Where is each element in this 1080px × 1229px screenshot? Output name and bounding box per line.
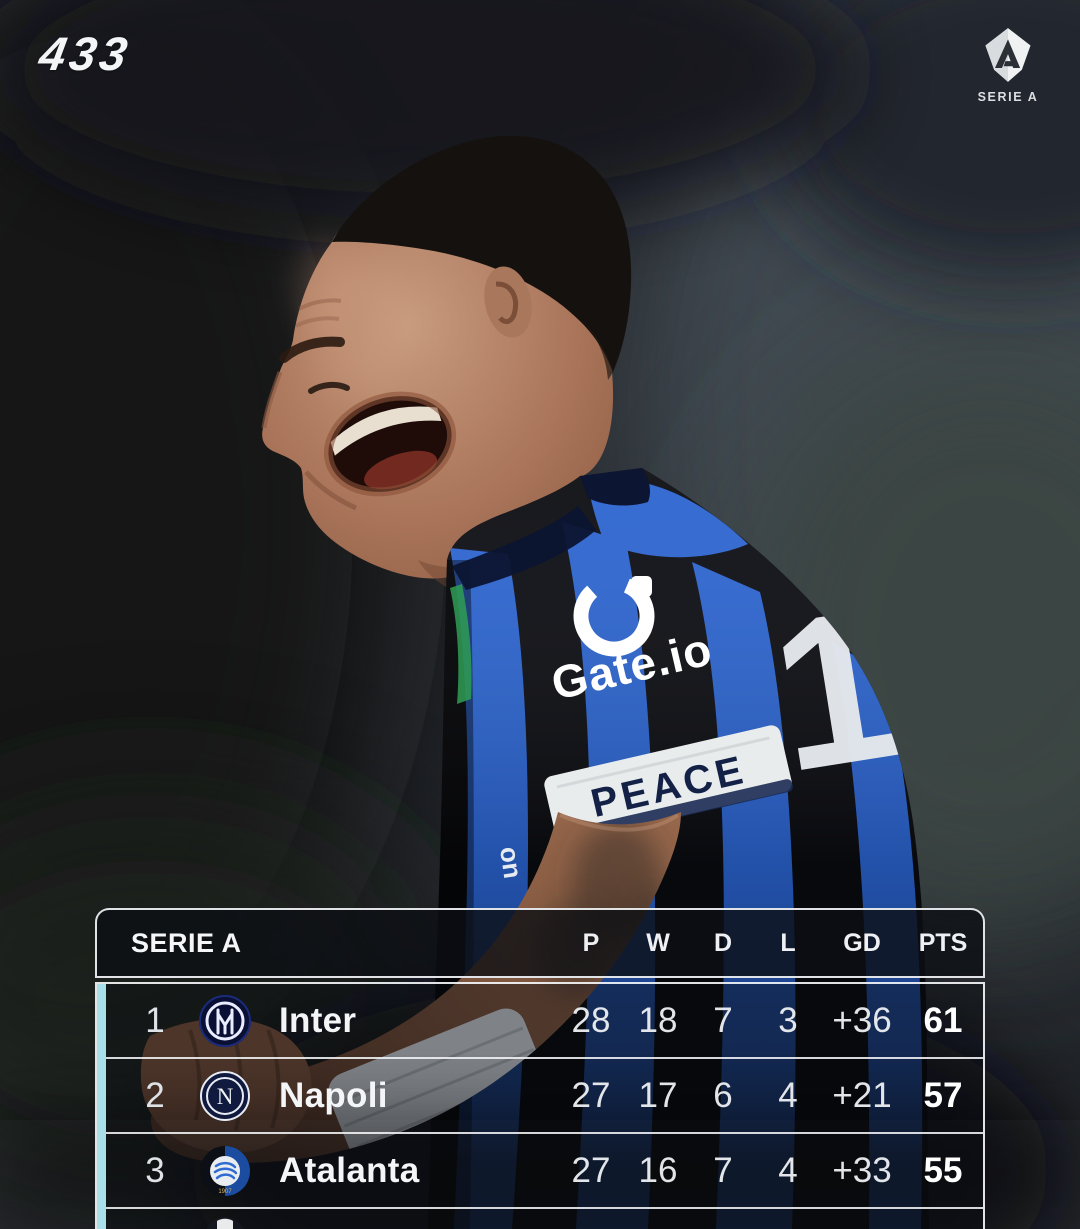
- collar: [452, 506, 596, 590]
- serie-a-logo-icon: [985, 28, 1031, 82]
- inter-badge-icon: [187, 994, 263, 1048]
- goal-difference: +36: [832, 1000, 892, 1040]
- lost: 4: [778, 1150, 798, 1190]
- team-name: Inter: [279, 1000, 357, 1040]
- table-row-partial: [97, 1207, 983, 1229]
- 433-logo: 433: [35, 27, 136, 80]
- won: 16: [638, 1150, 678, 1190]
- goal-difference: +21: [832, 1075, 892, 1115]
- goal-difference: +33: [832, 1150, 892, 1190]
- played: 27: [571, 1075, 611, 1115]
- napoli-badge-icon: N: [187, 1069, 263, 1123]
- serie-a-logo: SERIE A: [962, 26, 1054, 104]
- svg-text:1907: 1907: [218, 1189, 232, 1195]
- drawn: 6: [713, 1075, 733, 1115]
- mouth: [323, 391, 457, 497]
- drawn: 7: [713, 1150, 733, 1190]
- shirt-front-text: on: [494, 845, 528, 881]
- won: 18: [638, 1000, 678, 1040]
- svg-text:N: N: [217, 1084, 234, 1109]
- lost: 4: [778, 1075, 798, 1115]
- rank: 2: [145, 1075, 165, 1115]
- points: 55: [923, 1150, 963, 1190]
- front-trim: [450, 584, 472, 704]
- played: 27: [571, 1150, 611, 1190]
- drawn: 7: [713, 1000, 733, 1040]
- ear: [484, 266, 532, 338]
- column-header-points: PTS: [918, 928, 968, 957]
- table-row-inter: 1 Inter 28 18 7 3 +36 61: [97, 984, 983, 1057]
- club-badge-icon: [187, 1209, 263, 1229]
- table-row-napoli: 2 N Napoli 27 17 6 4 +21 57: [97, 1057, 983, 1132]
- column-header-lost: L: [780, 928, 796, 957]
- atalanta-badge-icon: 1907: [187, 1144, 263, 1198]
- rank: 3: [145, 1150, 165, 1190]
- serie-a-logo-label: SERIE A: [977, 90, 1039, 104]
- table-header: SERIE A P W D L GD PTS: [95, 908, 985, 978]
- team-name: Napoli: [279, 1075, 388, 1115]
- table-body: 1 Inter 28 18 7 3 +36 61: [95, 982, 985, 1229]
- hair: [332, 135, 632, 372]
- league-table: SERIE A P W D L GD PTS 1 Inter: [95, 908, 985, 1229]
- points: 61: [923, 1000, 963, 1040]
- points: 57: [923, 1075, 963, 1115]
- lost: 3: [778, 1000, 798, 1040]
- table-row-atalanta: 3 1907 Atalanta 27 16 7 4 +33 55: [97, 1132, 983, 1207]
- column-header-drawn: D: [713, 928, 733, 957]
- played: 28: [571, 1000, 611, 1040]
- column-header-goal-difference: GD: [843, 928, 881, 957]
- rank: 1: [145, 1000, 165, 1040]
- column-header-won: W: [646, 928, 670, 957]
- column-header-played: P: [582, 928, 600, 957]
- eyebrow: [279, 336, 345, 363]
- eye: [308, 381, 350, 394]
- table-title: SERIE A: [131, 927, 242, 958]
- player-head: [261, 135, 632, 599]
- won: 17: [638, 1075, 678, 1115]
- team-name: Atalanta: [279, 1150, 420, 1190]
